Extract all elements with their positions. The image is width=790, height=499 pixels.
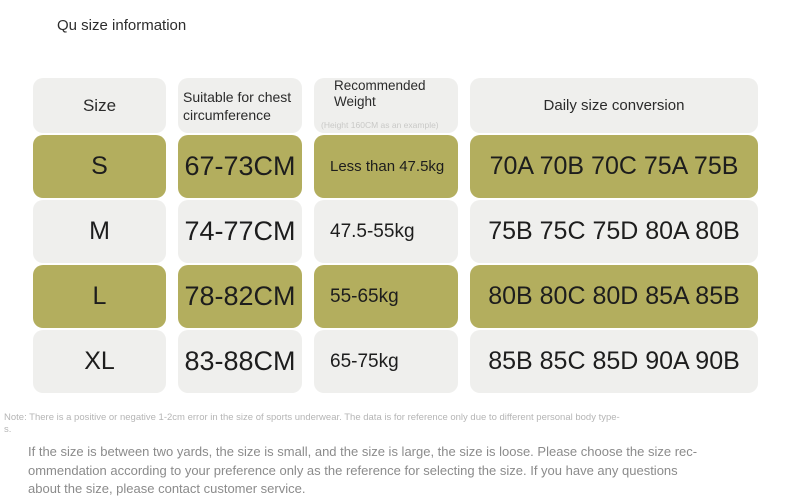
column-header-size: Size [33,78,166,133]
column-header-weight: Recommended Weight (Height 160CM as an e… [314,78,458,133]
row-xl-daily-cell: 85B 85C 85D 90A 90B [470,330,758,393]
page-title: Qu size information [57,17,187,34]
row-m-size-cell: M [33,200,166,263]
note-line-2: s. [4,424,12,435]
note-text: Note: There is a positive or negative 1-… [4,412,620,436]
row-s-chest-cell: 67-73CM [178,135,302,198]
row-m-daily-cell: 75B 75C 75D 80A 80B [470,200,758,263]
row-xl-chest-cell: 83-88CM [178,330,302,393]
column-header-chest: Suitable for chest circumference [178,78,302,133]
paragraph-line-1: If the size is between two yards, the si… [28,444,698,459]
row-l-size-cell: L [33,265,166,328]
row-l-weight-cell: 55-65kg [314,265,458,328]
paragraph-line-3: about the size, please contact customer … [28,481,306,496]
row-l-daily-cell: 80B 80C 80D 85A 85B [470,265,758,328]
row-s-daily-cell: 70A 70B 70C 75A 75B [470,135,758,198]
size-table: Size Suitable for chest circumference Re… [33,78,758,393]
row-xl-size-cell: XL [33,330,166,393]
column-header-weight-note: (Height 160CM as an example) [321,120,439,130]
row-xl-weight-cell: 65-75kg [314,330,458,393]
note-line-1: Note: There is a positive or negative 1-… [4,412,620,423]
column-header-weight-label: Recommended Weight [334,78,426,109]
column-header-daily: Daily size conversion [470,78,758,133]
row-s-size-cell: S [33,135,166,198]
row-s-weight-cell: Less than 47.5kg [314,135,458,198]
paragraph-line-2: ommendation according to your preference… [28,462,678,478]
row-m-weight-cell: 47.5-55kg [314,200,458,263]
disclaimer-paragraph: If the size is between two yards, the si… [28,443,697,499]
row-l-chest-cell: 78-82CM [178,265,302,328]
row-m-chest-cell: 74-77CM [178,200,302,263]
